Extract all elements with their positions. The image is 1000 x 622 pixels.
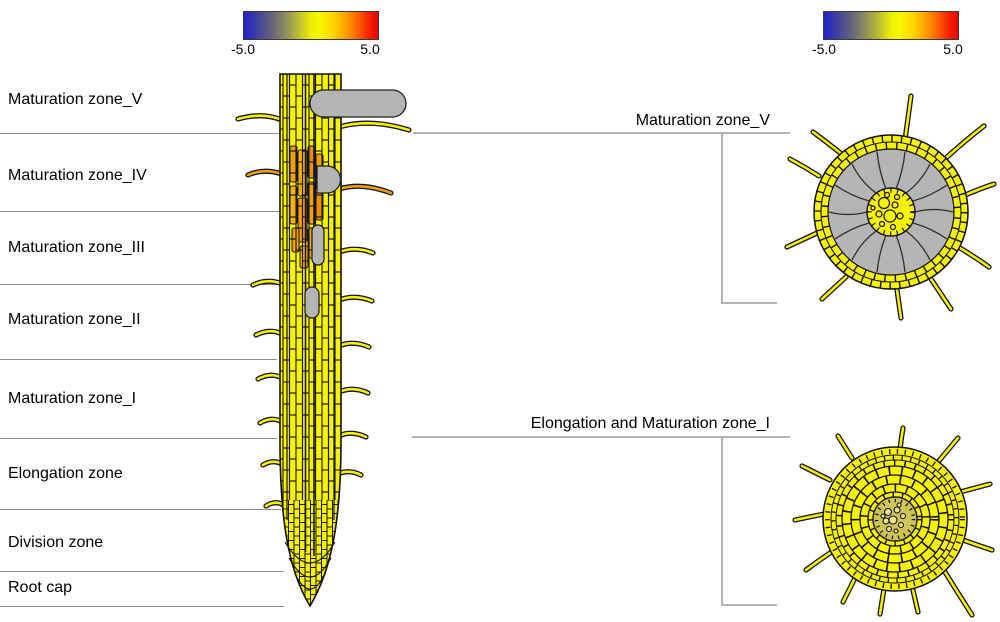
zone-label-elongation: Elongation zone: [8, 465, 123, 482]
zone-divider-line: [0, 284, 279, 285]
zone-divider-line: [0, 606, 284, 607]
colorbar-left-min-label: -5.0: [230, 41, 256, 57]
lateral-root-primordium: [316, 165, 342, 194]
cross-section-maturation-v: [784, 93, 997, 321]
lateral-root-primordium: [304, 286, 320, 319]
colorbar-left-max-label: 5.0: [360, 41, 380, 57]
cortex-cell-walls: [828, 151, 954, 273]
section-label-elongation-maturation-i: Elongation and Maturation zone_I: [530, 415, 770, 432]
bracket-maturation-v: [413, 132, 790, 304]
bracket-elongation-maturation-i: [412, 436, 790, 606]
lateral-root-primordium: [311, 224, 325, 266]
zone-label-maturation-iii: Maturation zone_III: [8, 239, 145, 256]
cross-section-elongation-maturation-i: [792, 425, 995, 618]
zone-label-maturation-i: Maturation zone_I: [8, 390, 137, 407]
colorbar-left: [243, 11, 379, 40]
zone-divider-line: [0, 438, 277, 439]
colorbar-right-max-label: 5.0: [943, 41, 963, 57]
vascular-cells: [870, 191, 904, 231]
zone-divider-line: [0, 211, 283, 212]
section-label-maturation-v: Maturation zone_V: [635, 112, 770, 129]
zone-divider-line: [0, 359, 277, 360]
colorbar-right-min-label: -5.0: [811, 41, 837, 57]
lateral-root-and-primordia: [304, 89, 407, 319]
zone-divider-line: [0, 133, 283, 134]
zone-label-division: Division zone: [8, 534, 104, 551]
zone-label-maturation-v: Maturation zone_V: [8, 91, 143, 108]
colorbar-right: [823, 11, 959, 40]
zone-label-root-cap: Root cap: [8, 579, 73, 596]
cell-pattern: [280, 74, 341, 606]
zone-label-maturation-iv: Maturation zone_IV: [8, 167, 147, 184]
orange-root-hairs: [246, 169, 393, 195]
root-longitudinal-section: [235, 73, 412, 607]
emerged-lateral-root: [309, 89, 407, 118]
cortex-cobblestone-cells: [836, 460, 954, 578]
zone-divider-line: [0, 509, 281, 510]
zone-label-maturation-ii: Maturation zone_II: [8, 311, 141, 328]
vascular-cells: [880, 502, 907, 534]
zone-divider-line: [0, 571, 284, 572]
